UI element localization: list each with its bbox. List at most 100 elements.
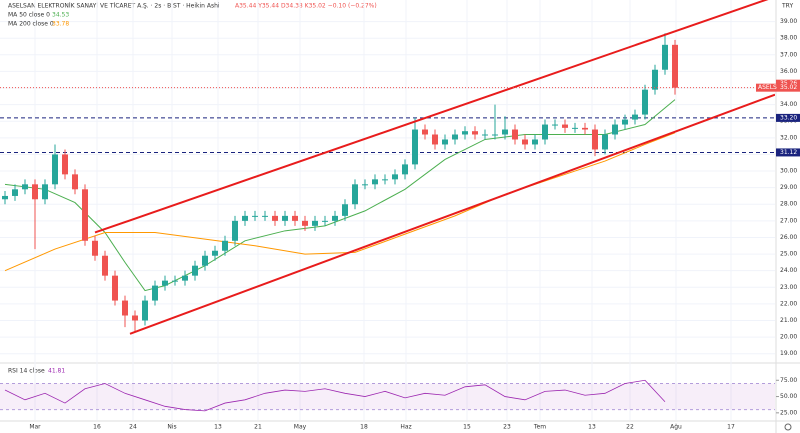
- x-tick-label: May: [294, 424, 307, 431]
- rsi-tick-label: 75.00: [780, 377, 797, 384]
- candle-body: [212, 250, 218, 256]
- rsi-tick-label: 50.00: [780, 393, 797, 400]
- trend-channel: [129, 93, 775, 335]
- y-tick-label: 37.00: [780, 51, 797, 58]
- candle-body: [542, 124, 548, 140]
- ma-last: 33.78: [52, 21, 69, 28]
- candle-body: [482, 134, 488, 136]
- candle-body: [492, 134, 498, 136]
- y-tick-label: 24.00: [780, 267, 797, 274]
- candle-body: [462, 131, 468, 135]
- x-tick-label: 16: [93, 424, 101, 431]
- y-tick-label: 30.00: [780, 168, 797, 175]
- candle-body: [382, 179, 388, 181]
- candle-body: [652, 69, 658, 90]
- y-tick-label: 19.00: [780, 350, 797, 357]
- candle-body: [612, 124, 618, 135]
- x-tick-label: 17: [727, 424, 735, 431]
- ma-last: 34.53: [52, 12, 69, 19]
- y-tick-label: 29.00: [780, 184, 797, 191]
- candle-body: [282, 215, 288, 221]
- candle-body: [52, 154, 58, 185]
- x-tick-label: Haz: [400, 424, 411, 431]
- symbol-label: ASELS: [758, 84, 777, 91]
- candle-body: [22, 184, 28, 190]
- settings-icon[interactable]: [784, 423, 792, 431]
- y-tick-label: 28.00: [780, 201, 797, 208]
- candle-body: [72, 174, 78, 190]
- candle-body: [262, 215, 268, 217]
- level-tag: [776, 148, 800, 157]
- x-tick-label: Ağu: [670, 424, 682, 431]
- candle-body: [392, 174, 398, 180]
- candle-body: [602, 134, 608, 150]
- x-tick-label: 13: [588, 424, 596, 431]
- candle-body: [92, 240, 98, 256]
- candle-body: [572, 127, 578, 129]
- moving-average: [4, 132, 676, 272]
- candle-body: [562, 124, 568, 128]
- y-tick-label: 25.00: [780, 251, 797, 258]
- ohlc-text: A35.44 Y35.44 D34.38 K35.02 −0.10 (−0.27…: [235, 3, 377, 10]
- candle-body: [512, 129, 518, 140]
- candle-body: [352, 184, 358, 205]
- candle-body: [592, 129, 598, 150]
- y-tick-label: 23.00: [780, 284, 797, 291]
- x-tick-label: 15: [463, 424, 471, 431]
- y-tick-label: 39.00: [780, 18, 797, 25]
- candle-body: [582, 127, 588, 130]
- candle-body: [152, 285, 158, 301]
- ma-name: MA 50 close 0: [8, 12, 50, 19]
- x-tick-label: Nis: [167, 424, 176, 431]
- candle-body: [402, 164, 408, 175]
- candle-body: [322, 220, 328, 222]
- y-tick-label: 21.00: [780, 317, 797, 324]
- last-price-label: 35.02: [780, 84, 797, 91]
- candle-body: [422, 129, 428, 135]
- candle-body: [312, 220, 318, 226]
- candle-body: [662, 44, 668, 70]
- candle-body: [672, 44, 678, 88]
- candle-body: [2, 195, 8, 200]
- level-label: 31.12: [780, 149, 797, 156]
- candle-body: [202, 255, 208, 266]
- candle-body: [232, 220, 238, 241]
- candle-body: [632, 114, 638, 120]
- x-tick-label: Tem: [533, 424, 546, 431]
- candle-body: [272, 215, 278, 221]
- candle-body: [452, 134, 458, 140]
- ma-name: MA 200 close 0: [8, 21, 54, 28]
- y-tick-label: 26.00: [780, 234, 797, 241]
- candle-body: [552, 124, 558, 126]
- candle-body: [472, 131, 478, 135]
- candle-body: [292, 215, 298, 221]
- candle-body: [122, 300, 128, 316]
- candle-body: [12, 189, 18, 196]
- candle-body: [342, 204, 348, 216]
- y-tick-label: 20.00: [780, 334, 797, 341]
- candle-body: [142, 300, 148, 321]
- candle-body: [302, 220, 308, 226]
- candle-body: [432, 134, 438, 145]
- x-tick-label: 13: [214, 424, 222, 431]
- candle-body: [42, 184, 48, 200]
- candle-body: [522, 139, 528, 145]
- rsi-name: RSI 14 close: [8, 368, 45, 375]
- y-tick-label: 38.00: [780, 35, 797, 42]
- level-label: 33.20: [780, 114, 797, 121]
- x-tick-label: Mar: [29, 424, 41, 431]
- x-tick-label: 24: [129, 424, 137, 431]
- candle-body: [412, 129, 418, 165]
- candle-body: [162, 280, 168, 286]
- symbol-tag: [756, 83, 776, 92]
- level-tag: [776, 113, 800, 122]
- candle-body: [242, 215, 248, 221]
- candle-body: [622, 119, 628, 125]
- currency: TRY: [781, 3, 793, 10]
- rsi-band: [0, 383, 775, 410]
- candle-body: [362, 184, 368, 186]
- y-tick-label: 32.00: [780, 134, 797, 141]
- trend-channel: [94, 0, 769, 234]
- candle-body: [252, 215, 258, 217]
